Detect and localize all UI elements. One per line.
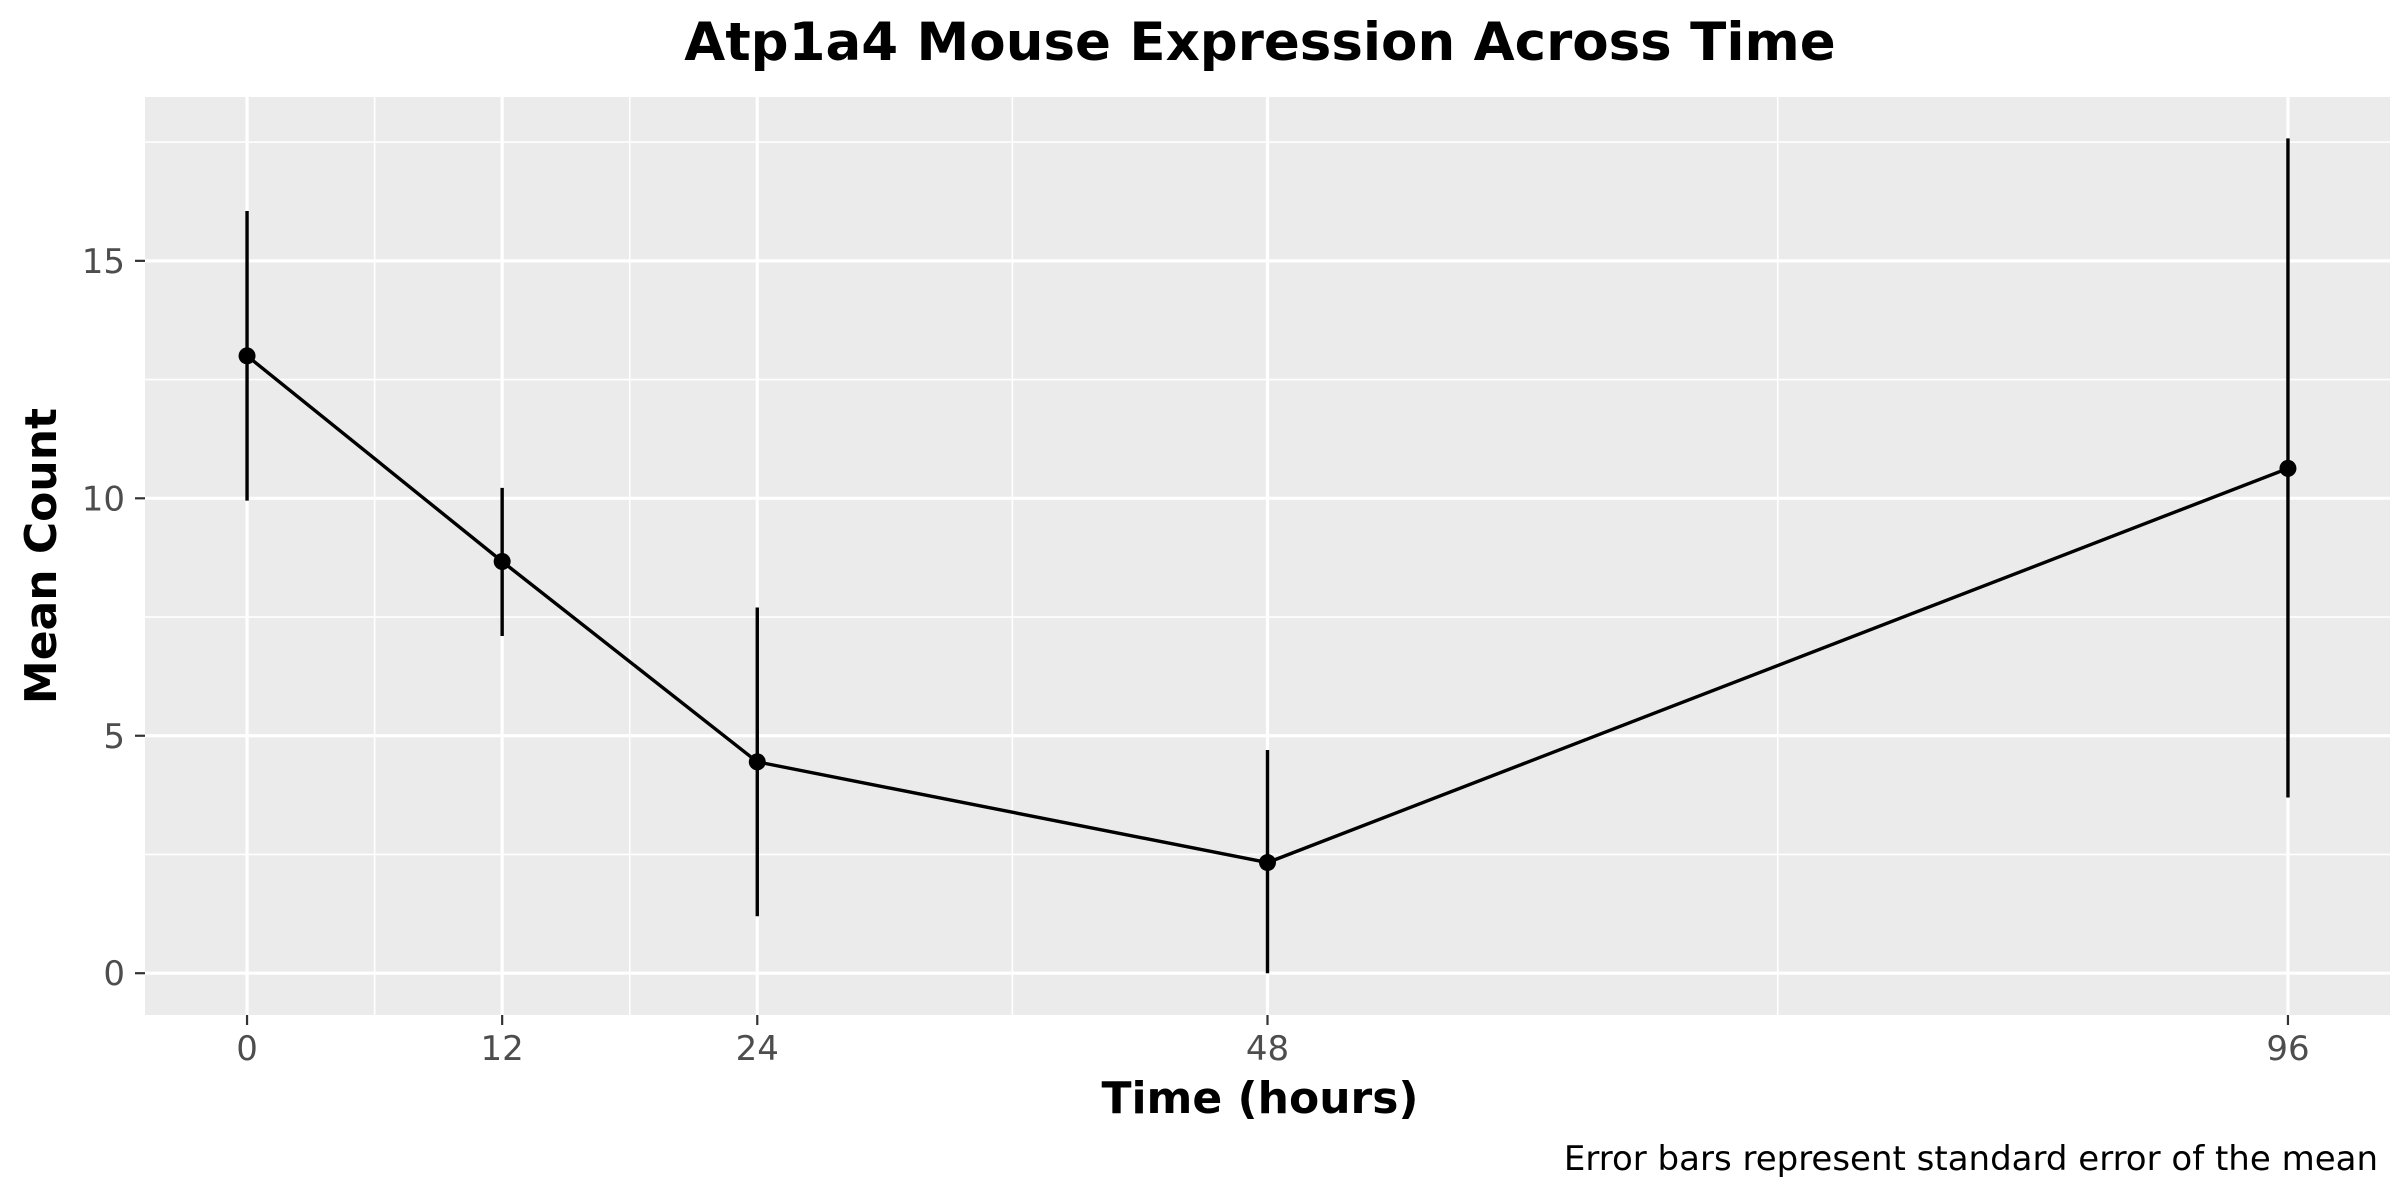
y-axis: 0 5 10 15	[82, 242, 145, 994]
data-point	[2279, 459, 2297, 477]
x-tick-label: 12	[481, 1029, 524, 1069]
x-axis: 0 12 24 48 96	[236, 1015, 2310, 1069]
y-axis-title: Mean Count	[16, 408, 67, 704]
data-point	[493, 552, 511, 570]
x-axis-title: Time (hours)	[1101, 1073, 1418, 1124]
x-tick-label: 0	[236, 1029, 258, 1069]
chart-title: Atp1a4 Mouse Expression Across Time	[684, 12, 1835, 73]
data-point	[1259, 854, 1276, 872]
data-points	[238, 347, 2297, 872]
data-point	[238, 347, 256, 365]
y-tick-label: 10	[82, 479, 125, 519]
chart-caption: Error bars represent standard error of t…	[1564, 1139, 2378, 1179]
y-tick-label: 5	[103, 717, 125, 757]
x-tick-label: 48	[1246, 1029, 1289, 1069]
y-tick-label: 0	[103, 954, 125, 994]
data-point	[748, 753, 766, 771]
x-tick-label: 24	[736, 1029, 779, 1069]
x-tick-label: 96	[2266, 1029, 2309, 1069]
y-tick-label: 15	[82, 242, 125, 282]
